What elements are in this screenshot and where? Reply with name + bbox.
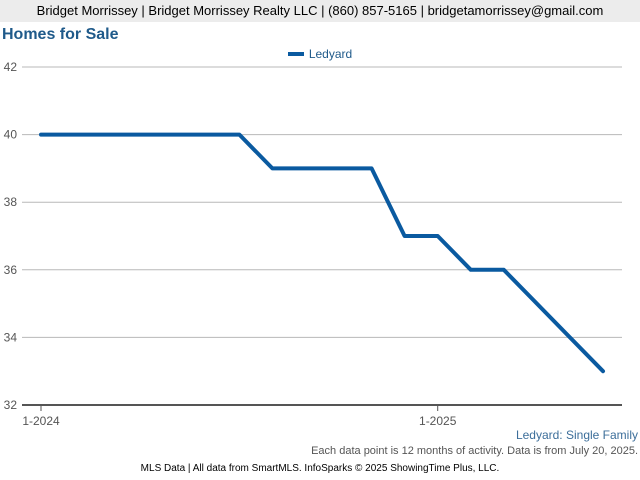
- y-tick-label: 36: [4, 263, 18, 277]
- x-tick-label: 1-2024: [22, 414, 60, 428]
- data-note: Each data point is 12 months of activity…: [311, 445, 638, 457]
- y-tick-label: 38: [4, 195, 18, 209]
- y-tick-label: 40: [4, 128, 18, 142]
- legend-swatch: [287, 51, 304, 56]
- series-line-ledyard: [39, 132, 605, 374]
- x-tick-label: 1-2025: [419, 414, 457, 428]
- chart-title: Homes for Sale: [2, 26, 119, 43]
- y-tick-label: 42: [4, 60, 18, 74]
- y-tick-label: 34: [4, 330, 18, 344]
- chart-legend[interactable]: Ledyard: [0, 46, 640, 62]
- chart-subtitle: Ledyard: Single Family: [515, 428, 638, 442]
- legend-label: Ledyard: [308, 47, 353, 61]
- contact-header: Bridget Morrissey | Bridget Morrissey Re…: [0, 0, 640, 22]
- footer-credits: MLS Data | All data from SmartMLS. InfoS…: [140, 463, 500, 474]
- y-tick-label: 32: [4, 398, 18, 412]
